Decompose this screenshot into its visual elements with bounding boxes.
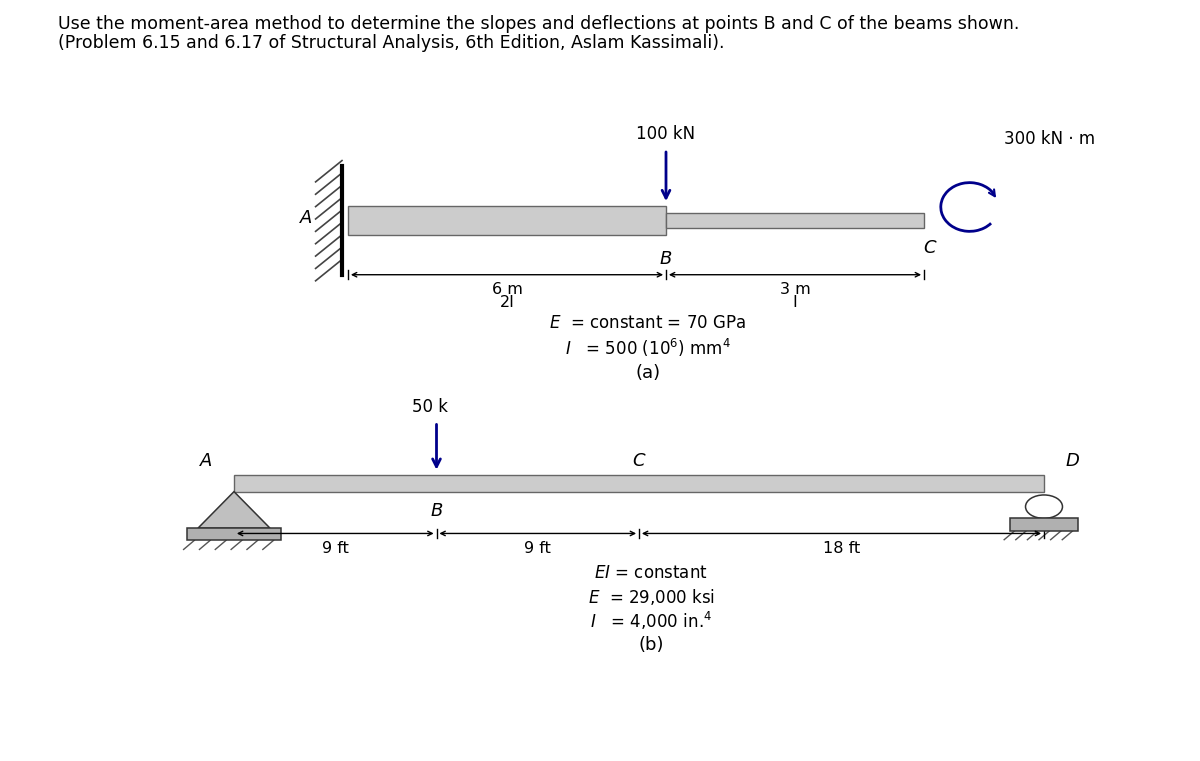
Text: A: A [200, 452, 212, 470]
Text: (b): (b) [638, 636, 664, 654]
Text: (a): (a) [636, 364, 660, 382]
Text: 2I: 2I [499, 295, 515, 310]
Bar [666, 213, 924, 228]
Bar [234, 475, 1044, 492]
Text: $E$  = 29,000 ksi: $E$ = 29,000 ksi [588, 587, 714, 607]
Text: A: A [300, 209, 312, 227]
Text: Use the moment-area method to determine the slopes and deflections at points B a: Use the moment-area method to determine … [58, 15, 1019, 33]
Text: 300 kN · m: 300 kN · m [1004, 130, 1096, 148]
Polygon shape [198, 492, 270, 528]
Text: 3 m: 3 m [780, 282, 810, 298]
Text: 50 k: 50 k [413, 398, 449, 416]
Text: 100 kN: 100 kN [636, 125, 696, 143]
Text: (Problem 6.15 and 6.17 of Structural Analysis, 6th Edition, Aslam Kassimali).: (Problem 6.15 and 6.17 of Structural Ana… [58, 34, 724, 53]
Bar [1009, 518, 1079, 530]
Text: C: C [924, 239, 936, 257]
Bar [187, 528, 281, 540]
Text: $I$   = 500 (10$^6$) mm$^4$: $I$ = 500 (10$^6$) mm$^4$ [565, 337, 731, 359]
Text: $I$   = 4,000 in.$^4$: $I$ = 4,000 in.$^4$ [590, 610, 712, 632]
Text: 9 ft: 9 ft [322, 541, 349, 556]
Circle shape [1026, 495, 1062, 518]
Text: 18 ft: 18 ft [823, 541, 860, 556]
Text: I: I [793, 295, 797, 310]
Text: $EI$ = constant: $EI$ = constant [594, 564, 708, 582]
Text: $E$  = constant = 70 GPa: $E$ = constant = 70 GPa [550, 314, 746, 333]
Text: D: D [1066, 452, 1080, 470]
Text: B: B [660, 250, 672, 269]
Text: B: B [431, 502, 443, 521]
Text: 9 ft: 9 ft [524, 541, 551, 556]
Bar [348, 206, 666, 235]
Text: 6 m: 6 m [492, 282, 522, 298]
Text: C: C [632, 452, 646, 470]
